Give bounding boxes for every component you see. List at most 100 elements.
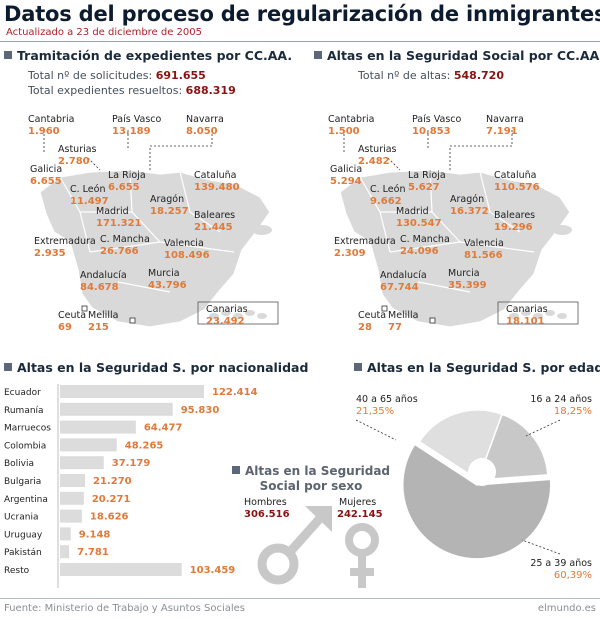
page-title: Datos del proceso de regularización de i… bbox=[4, 2, 600, 26]
bar-pakistan bbox=[60, 545, 70, 559]
left-region-value-andalucia: 84.678 bbox=[80, 282, 119, 293]
right-canary-island-shape bbox=[509, 313, 519, 319]
right-region-value-asturias: 2.482 bbox=[358, 156, 390, 167]
bar-value-label: 95.830 bbox=[181, 405, 220, 416]
right-total-value: 548.720 bbox=[453, 69, 504, 82]
right-region-name-la-rioja: La Rioja bbox=[408, 170, 446, 181]
bar-category-label: Marruecos bbox=[4, 424, 51, 434]
women-value: 242.145 bbox=[337, 509, 383, 520]
right-region-name-baleares: Baleares bbox=[494, 210, 535, 221]
right-region-value-madrid: 130.547 bbox=[396, 218, 442, 229]
bar-value-label: 21.270 bbox=[93, 476, 132, 487]
right-region-name-cantabria: Cantabria bbox=[328, 114, 374, 125]
left-canary-island-shape bbox=[209, 313, 219, 319]
left-region-value-madrid: 171.321 bbox=[96, 218, 142, 229]
right-region-value-cataluna: 110.576 bbox=[494, 182, 540, 193]
right-region-name-canarias: Canarias bbox=[506, 304, 548, 315]
left-region-name-cantabria: Cantabria bbox=[28, 114, 74, 125]
left-region-value-melilla: 215 bbox=[88, 322, 109, 333]
pie-label-40-a-65-anos: 40 a 65 años bbox=[356, 394, 418, 405]
bar-value-label: 64.477 bbox=[144, 423, 183, 434]
left-region-value-galicia: 6.655 bbox=[30, 176, 62, 187]
bar-value-label: 20.271 bbox=[92, 494, 131, 505]
right-region-value-valencia: 81.566 bbox=[464, 250, 503, 261]
right-region-value-baleares: 19.296 bbox=[494, 222, 533, 233]
section-square-icon bbox=[354, 363, 362, 371]
left-canary-island-shape bbox=[233, 313, 243, 319]
bar-value-label: 122.414 bbox=[212, 387, 258, 398]
pie-slice-25-a-39-anos bbox=[402, 443, 552, 560]
bar-colombia bbox=[60, 438, 117, 452]
bar-ucrania bbox=[60, 509, 82, 523]
left-region-name-galicia: Galicia bbox=[30, 164, 62, 175]
right-canary-island-shape bbox=[533, 313, 543, 319]
bar-value-label: 103.459 bbox=[190, 565, 236, 576]
left-total-requests: Total nº de solicitudes: 691.655 bbox=[28, 69, 206, 82]
left-map-heading-text: Tramitación de expedientes por CC.AA. bbox=[17, 48, 293, 63]
right-canary-island-shape bbox=[545, 310, 555, 316]
left-region-value-ceuta: 69 bbox=[58, 322, 72, 333]
left-region-value-baleares: 21.445 bbox=[194, 222, 233, 233]
left-region-name-c-leon: C. León bbox=[70, 184, 105, 195]
header-divider bbox=[0, 41, 600, 42]
sex-heading-line1-text: Altas en la Seguridad bbox=[244, 464, 391, 478]
left-total-requests-value: 691.655 bbox=[155, 69, 206, 82]
bar-value-label: 18.626 bbox=[90, 512, 129, 523]
left-region-name-melilla: Melilla bbox=[88, 310, 118, 321]
bar-category-label: Resto bbox=[4, 566, 30, 576]
bar-resto bbox=[60, 563, 182, 576]
right-region-name-murcia: Murcia bbox=[448, 268, 480, 279]
right-region-name-extremadura: Extremadura bbox=[334, 236, 396, 247]
right-canary-island-shape bbox=[557, 313, 567, 319]
left-baleares-shape bbox=[252, 225, 272, 235]
right-melilla-marker bbox=[429, 317, 436, 324]
left-canary-island-shape bbox=[257, 313, 267, 319]
right-region-name-melilla: Melilla bbox=[388, 310, 418, 321]
bar-category-label: Ecuador bbox=[4, 388, 41, 398]
left-region-value-murcia: 43.796 bbox=[148, 280, 187, 291]
left-total-resolved-value: 688.319 bbox=[185, 84, 236, 97]
right-region-name-galicia: Galicia bbox=[330, 164, 362, 175]
left-canary-island-shape bbox=[221, 310, 231, 316]
left-region-name-valencia: Valencia bbox=[164, 238, 204, 249]
left-region-value-la-rioja: 6.655 bbox=[108, 182, 140, 193]
left-region-value-extremadura: 2.935 bbox=[34, 248, 66, 259]
pie-label-25-a-39-anos: 25 a 39 años bbox=[530, 558, 592, 569]
bar-category-label: Bolivia bbox=[4, 459, 34, 469]
right-region-name-ceuta: Ceuta bbox=[358, 310, 386, 321]
pie-value-25-a-39-anos: 60,39% bbox=[554, 570, 592, 581]
nationality-heading-text: Altas en la Seguridad S. por nacionalida… bbox=[17, 360, 309, 375]
left-melilla-marker bbox=[129, 317, 136, 324]
left-region-name-murcia: Murcia bbox=[148, 268, 180, 279]
women-label: Mujeres bbox=[339, 497, 377, 508]
right-region-value-c-mancha: 24.096 bbox=[400, 246, 439, 257]
bar-category-label: Colombia bbox=[4, 441, 46, 451]
right-region-name-madrid: Madrid bbox=[396, 206, 429, 217]
bar-value-label: 7.781 bbox=[77, 547, 109, 558]
bar-value-label: 9.148 bbox=[79, 529, 111, 540]
bar-bulgaria bbox=[60, 474, 86, 487]
section-square-icon bbox=[4, 51, 12, 59]
update-date: Actualizado a 23 de diciembre de 2005 bbox=[6, 27, 203, 38]
right-region-name-navarra: Navarra bbox=[486, 114, 524, 125]
left-region-value-cataluna: 139.480 bbox=[194, 182, 240, 193]
male-symbol-icon bbox=[257, 506, 332, 585]
bar-category-label: Pakistán bbox=[4, 548, 42, 558]
pie-leader-line bbox=[355, 419, 397, 441]
sex-heading-line2: Social por sexo bbox=[259, 479, 363, 493]
right-region-name-c-leon: C. León bbox=[370, 184, 405, 195]
nationality-heading: Altas en la Seguridad S. por nacionalida… bbox=[4, 360, 308, 375]
right-region-name-asturias: Asturias bbox=[358, 144, 397, 155]
right-map-heading: Altas en la Seguridad Social por CC.AA. bbox=[314, 48, 600, 63]
left-region-name-extremadura: Extremadura bbox=[34, 236, 96, 247]
right-total-label: Total nº de altas: bbox=[358, 69, 451, 82]
brand-link[interactable]: elmundo.es bbox=[537, 603, 596, 614]
left-total-resolved: Total expedientes resueltos: 688.319 bbox=[28, 84, 236, 97]
right-region-value-navarra: 7.191 bbox=[486, 126, 518, 137]
left-region-name-baleares: Baleares bbox=[194, 210, 235, 221]
right-region-value-c-leon: 9.662 bbox=[370, 196, 402, 207]
bar-bolivia bbox=[60, 456, 104, 470]
left-region-name-andalucia: Andalucía bbox=[80, 270, 127, 281]
